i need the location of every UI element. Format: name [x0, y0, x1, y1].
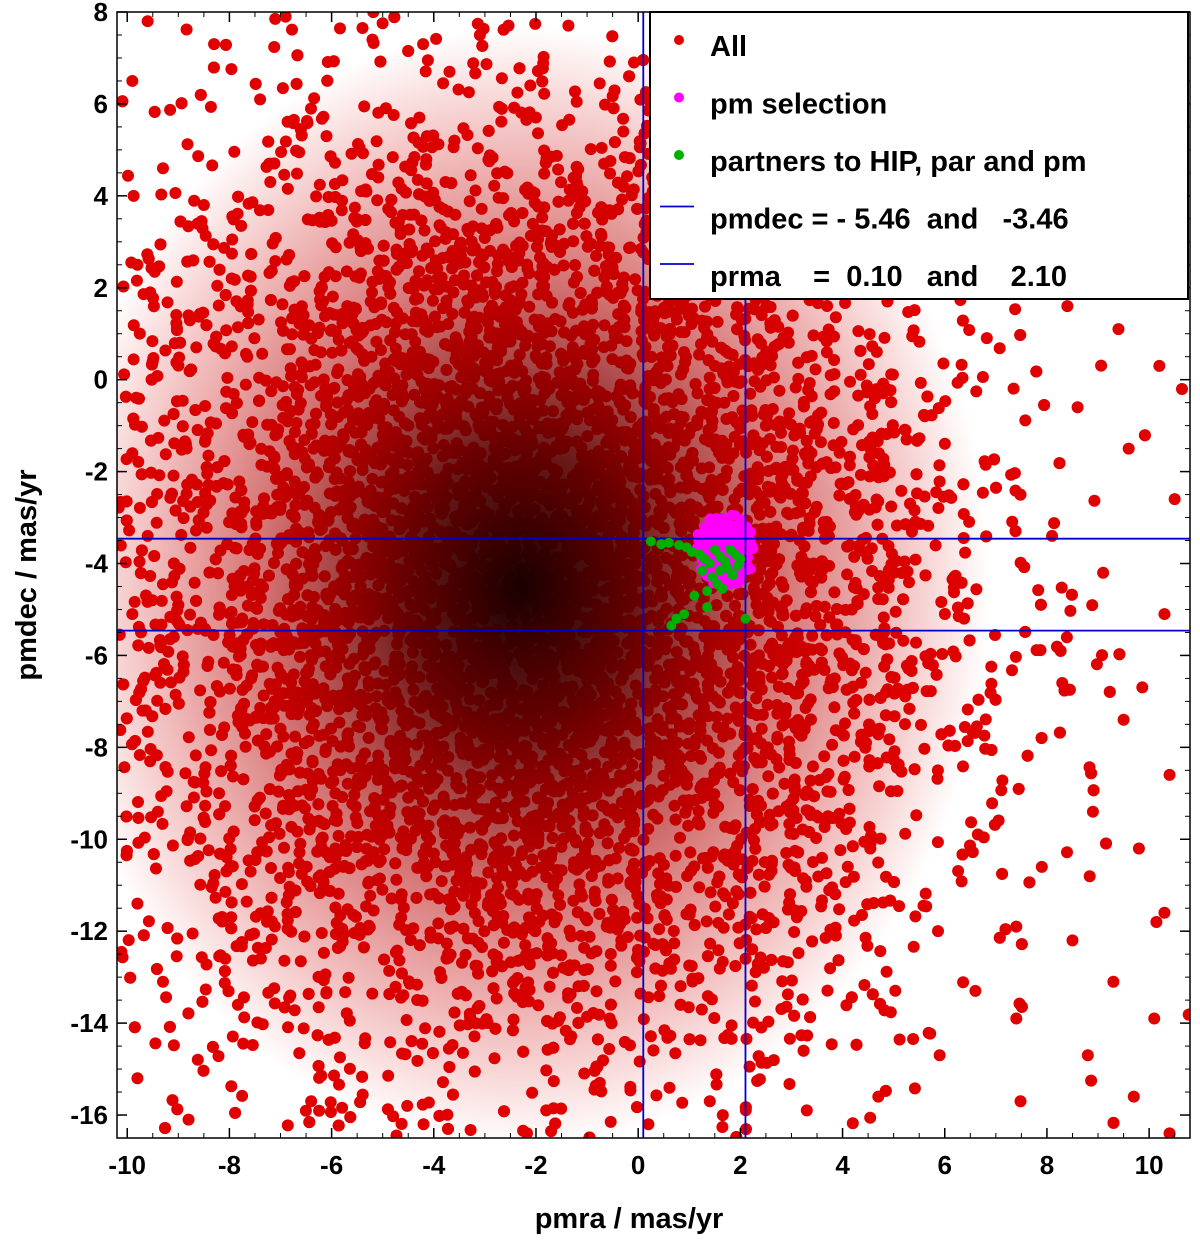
point-all	[334, 22, 346, 35]
point-all	[932, 925, 944, 938]
point-all	[1090, 658, 1103, 671]
point-all	[995, 784, 1008, 797]
point-all	[122, 169, 134, 182]
point-all	[889, 984, 902, 997]
point-all	[986, 797, 999, 810]
point-all	[1086, 599, 1099, 612]
point-all	[226, 1030, 239, 1043]
point-all	[1085, 1074, 1098, 1087]
point-all	[122, 934, 135, 947]
point-all	[167, 1039, 180, 1052]
point-all	[281, 1119, 294, 1132]
point-all	[880, 965, 893, 978]
point-all	[985, 660, 998, 673]
point-all	[1019, 414, 1032, 427]
point-all	[390, 1129, 403, 1138]
point-all	[1061, 846, 1073, 859]
point-all	[965, 816, 978, 829]
point-all	[907, 940, 920, 953]
point-all	[1096, 649, 1108, 662]
point-all	[907, 1033, 920, 1045]
point-all	[164, 103, 177, 116]
point-all	[191, 1053, 204, 1066]
point-all	[989, 629, 1001, 641]
point-all	[980, 332, 993, 345]
point-all	[909, 910, 922, 923]
point-all	[268, 41, 281, 53]
point-all	[985, 677, 998, 690]
point-all	[299, 1104, 312, 1117]
point-all	[1009, 650, 1022, 663]
point-all	[166, 1094, 179, 1107]
point-all	[858, 979, 871, 991]
point-all	[957, 976, 970, 989]
point-all	[180, 23, 193, 36]
point-all	[236, 1089, 249, 1102]
point-all	[908, 1082, 921, 1095]
point-all	[976, 371, 989, 383]
point-all	[286, 23, 298, 36]
point-all	[970, 385, 983, 398]
point-all	[716, 1121, 729, 1133]
point-all	[313, 1104, 326, 1117]
point-all	[127, 189, 140, 202]
point-all	[1014, 1095, 1027, 1108]
point-all	[225, 63, 238, 76]
point-all	[846, 1117, 859, 1130]
point-all	[181, 138, 194, 151]
point-all	[1006, 664, 1018, 677]
point-all	[825, 1038, 838, 1051]
point-all	[117, 945, 128, 958]
point-all	[864, 1111, 877, 1124]
point-all	[955, 875, 968, 888]
point-all	[1136, 681, 1149, 694]
point-all	[160, 991, 173, 1004]
point-all	[1176, 383, 1188, 395]
point-all	[955, 358, 968, 371]
point-all	[155, 188, 168, 201]
point-all	[192, 150, 205, 163]
point-all	[324, 1106, 337, 1118]
point-all	[212, 1050, 225, 1063]
